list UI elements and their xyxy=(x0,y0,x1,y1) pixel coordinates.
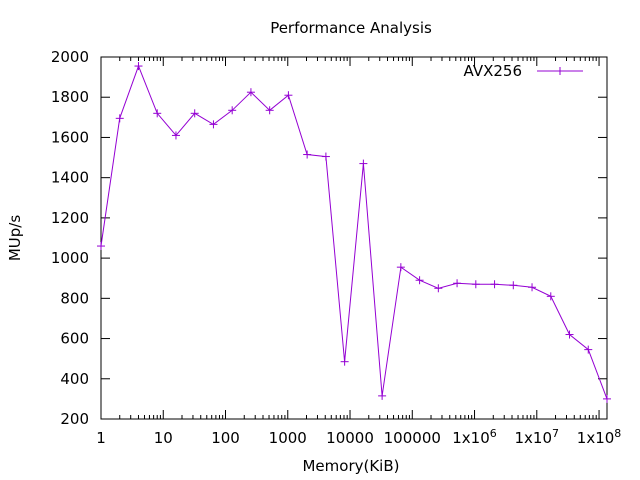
data-point xyxy=(303,150,312,159)
x-tick-label-base: 100 xyxy=(211,429,240,447)
x-tick-label: 10 xyxy=(154,429,173,447)
data-point xyxy=(415,276,424,285)
data-point xyxy=(265,106,274,115)
series-line xyxy=(100,64,608,400)
data-point xyxy=(228,106,237,115)
y-tick-label: 1800 xyxy=(51,88,89,106)
data-point xyxy=(190,109,199,118)
data-point xyxy=(509,281,518,290)
data-point xyxy=(603,394,611,403)
x-tick-label: 1000 xyxy=(269,429,307,447)
y-tick-label: 400 xyxy=(60,370,89,388)
x-tick-label-base: 1x10 xyxy=(515,429,553,447)
y-axis-label: MUp/s xyxy=(6,215,24,261)
x-tick-label: 100 xyxy=(211,429,240,447)
x-tick-label-exponent: 8 xyxy=(614,427,621,440)
data-point xyxy=(321,152,330,161)
x-tick-label-base: 100000 xyxy=(384,429,441,447)
x-tick-label: 1x106 xyxy=(452,427,497,447)
x-tick-label-base: 1 xyxy=(96,429,106,447)
data-point xyxy=(115,114,124,123)
chart-title: Performance Analysis xyxy=(270,19,432,37)
y-tick-label: 1000 xyxy=(51,249,89,267)
data-point xyxy=(396,263,405,272)
data-point xyxy=(453,279,462,288)
y-tick-label: 2000 xyxy=(51,48,89,66)
x-tick-label: 1x108 xyxy=(577,427,622,447)
x-tick-label-base: 10 xyxy=(154,429,173,447)
data-point xyxy=(565,330,574,339)
data-point xyxy=(546,292,555,301)
y-tick-label: 1600 xyxy=(51,128,89,146)
x-tick-label: 1x107 xyxy=(515,427,560,447)
y-tick-label: 1200 xyxy=(51,209,89,227)
data-point xyxy=(584,345,593,354)
data-point xyxy=(246,88,255,97)
x-tick-label-base: 10000 xyxy=(326,429,374,447)
x-tick-label-exponent: 6 xyxy=(490,427,497,440)
x-tick-label-base: 1x10 xyxy=(577,429,615,447)
x-tick-label: 1 xyxy=(96,429,106,447)
x-tick-label-exponent: 7 xyxy=(552,427,559,440)
data-point xyxy=(490,280,499,289)
axis-ticks: 200 400 600 800 1000 1200 1400 1600 1800 2000 1 10 1… xyxy=(51,48,621,447)
y-tick-label: 600 xyxy=(60,330,89,348)
x-tick-label-base: 1x10 xyxy=(452,429,490,447)
x-tick-label-base: 1000 xyxy=(269,429,307,447)
data-point xyxy=(97,242,105,251)
x-tick-label: 100000 xyxy=(384,429,441,447)
data-point xyxy=(528,283,537,292)
data-point xyxy=(284,91,293,100)
legend-label: AVX256 xyxy=(464,62,522,80)
data-point xyxy=(209,120,218,129)
legend: AVX256 xyxy=(464,62,583,80)
data-point xyxy=(359,159,368,168)
y-tick-label: 200 xyxy=(60,410,89,428)
data-point xyxy=(171,131,180,140)
y-tick-label: 1400 xyxy=(51,169,89,187)
data-point xyxy=(434,284,443,293)
series-layer xyxy=(97,62,611,403)
data-point xyxy=(153,109,162,118)
data-point xyxy=(134,62,143,71)
y-tick-label: 800 xyxy=(60,289,89,307)
x-axis-label: Memory(KiB) xyxy=(302,457,399,475)
x-tick-label: 10000 xyxy=(326,429,374,447)
plot-frame xyxy=(100,56,608,420)
legend-marker xyxy=(556,67,564,75)
data-point xyxy=(378,391,387,400)
data-point xyxy=(340,357,349,366)
data-point xyxy=(471,280,480,289)
